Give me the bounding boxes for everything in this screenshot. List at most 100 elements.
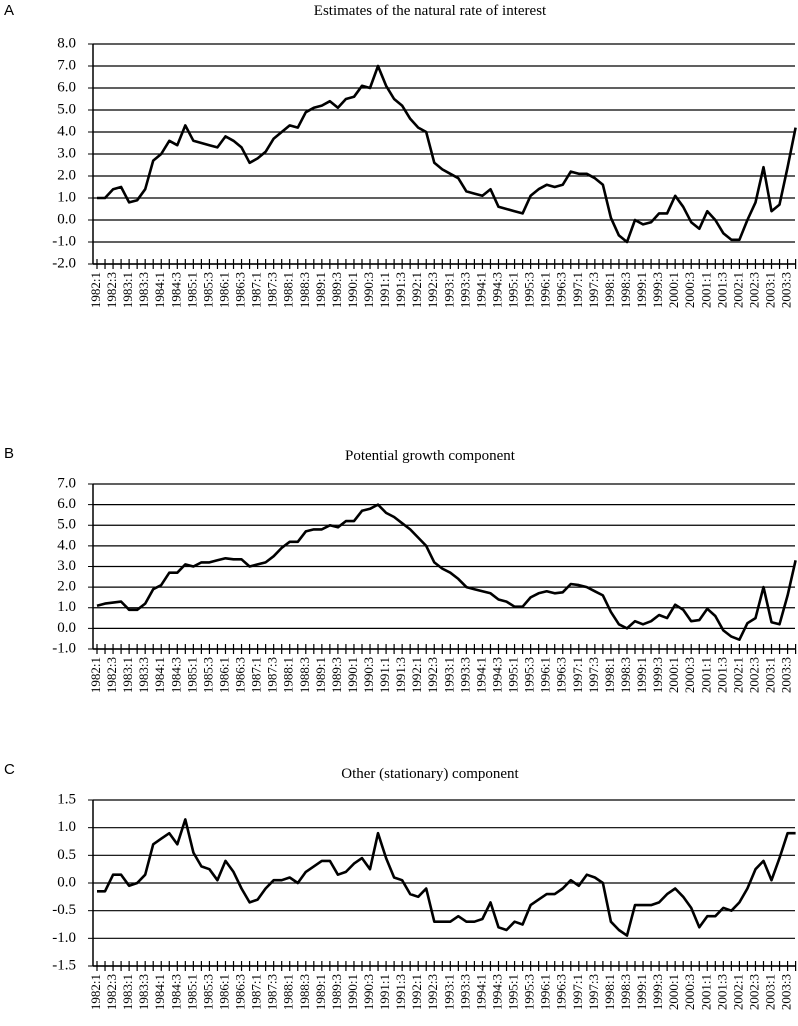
x-tick-label: 1995:3 <box>522 657 537 693</box>
x-tick-label: 1999:3 <box>650 272 665 308</box>
data-line <box>96 503 797 641</box>
x-tick-label: 2002:1 <box>730 974 745 1010</box>
x-tick-label: 1993:1 <box>441 974 456 1010</box>
y-tick-label: 2.0 <box>57 167 76 183</box>
x-tick-label: 1996:1 <box>538 974 553 1010</box>
x-tick-label: 1997:1 <box>570 657 585 693</box>
x-tick-label: 1995:1 <box>506 974 521 1010</box>
x-tick-label: 1997:3 <box>586 272 601 308</box>
x-tick-label: 1997:3 <box>586 657 601 693</box>
x-tick-label: 1985:3 <box>200 272 215 308</box>
x-tick-label: 1982:3 <box>104 272 119 308</box>
x-tick-label: 1999:1 <box>634 272 649 308</box>
x-tick-label: 2001:3 <box>714 657 729 693</box>
x-tick-label: 1982:3 <box>104 974 119 1010</box>
x-tick-label: 2002:3 <box>746 272 761 308</box>
x-tick-label: 1996:1 <box>538 272 553 308</box>
x-tick-label: 1989:3 <box>329 657 344 693</box>
x-tick-label: 1989:1 <box>313 272 328 308</box>
x-tick-label: 1988:1 <box>281 657 296 693</box>
y-tick-label: 4.0 <box>57 537 76 553</box>
x-tick-label: 1987:3 <box>265 974 280 1010</box>
y-tick-label: -1.0 <box>52 930 76 946</box>
x-tick-label: 1983:3 <box>136 974 151 1010</box>
y-tick-label: 1.0 <box>57 189 76 205</box>
x-tick-label: 1991:3 <box>393 974 408 1010</box>
x-tick-label: 1996:3 <box>554 974 569 1010</box>
x-tick-label: 1985:1 <box>184 657 199 693</box>
x-tick-label: 1998:3 <box>618 272 633 308</box>
y-tick-label: 5.0 <box>57 517 76 533</box>
x-tick-label: 2001:3 <box>714 974 729 1010</box>
x-tick-label: 1989:3 <box>329 272 344 308</box>
x-tick-label: 1984:1 <box>152 657 167 693</box>
x-tick-label: 1988:3 <box>297 657 312 693</box>
x-tick-label: 1998:3 <box>618 657 633 693</box>
x-tick-label: 1993:1 <box>441 272 456 308</box>
x-tick-label: 1989:1 <box>313 657 328 693</box>
x-tick-label: 1990:3 <box>361 272 376 308</box>
x-tick-label: 1995:1 <box>506 272 521 308</box>
y-tick-label: 6.0 <box>57 79 76 95</box>
x-tick-label: 1998:1 <box>602 657 617 693</box>
x-tick-label: 1998:1 <box>602 272 617 308</box>
x-tick-label: 1990:1 <box>345 657 360 693</box>
x-tick-label: 1999:1 <box>634 974 649 1010</box>
y-tick-label: 0.0 <box>57 874 76 890</box>
x-tick-label: 1982:1 <box>88 974 103 1010</box>
chart-title: Potential growth component <box>345 448 516 464</box>
x-tick-label: 1997:1 <box>570 272 585 308</box>
x-tick-label: 2000:3 <box>682 272 697 308</box>
x-tick-label: 1988:3 <box>297 272 312 308</box>
x-tick-label: 1991:3 <box>393 272 408 308</box>
x-tick-label: 1998:3 <box>618 974 633 1010</box>
x-tick-label: 1982:3 <box>104 657 119 693</box>
x-tick-label: 2001:1 <box>698 272 713 308</box>
y-tick-label: 2.0 <box>57 579 76 595</box>
x-tick-label: 1986:1 <box>216 974 231 1010</box>
data-line <box>97 818 796 937</box>
x-tick-label: 1986:3 <box>233 974 248 1010</box>
x-tick-label: 1994:1 <box>473 272 488 308</box>
x-tick-label: 2003:1 <box>763 974 778 1010</box>
x-tick-label: 1987:1 <box>249 272 264 308</box>
y-tick-label: 1.5 <box>57 791 76 807</box>
x-tick-label: 2002:1 <box>730 272 745 308</box>
x-tick-label: 2000:1 <box>666 657 681 693</box>
y-tick-label: 0.5 <box>57 847 76 863</box>
x-tick-label: 1996:3 <box>554 272 569 308</box>
y-tick-label: 4.0 <box>57 123 76 139</box>
x-tick-label: 1985:1 <box>184 272 199 308</box>
x-tick-label: 1988:1 <box>281 974 296 1010</box>
x-tick-label: 1988:1 <box>281 272 296 308</box>
x-tick-label: 1986:3 <box>233 272 248 308</box>
x-tick-label: 2001:3 <box>714 272 729 308</box>
x-tick-label: 2003:3 <box>779 657 794 693</box>
x-tick-label: 1995:3 <box>522 272 537 308</box>
x-tick-label: 1985:1 <box>184 974 199 1010</box>
y-tick-label: 1.0 <box>57 819 76 835</box>
x-tick-label: 1986:1 <box>216 272 231 308</box>
x-tick-label: 1982:1 <box>88 272 103 308</box>
x-tick-label: 2000:1 <box>666 974 681 1010</box>
x-tick-label: 1990:1 <box>345 974 360 1010</box>
y-tick-label: -0.5 <box>52 902 76 918</box>
x-tick-label: 1995:3 <box>522 974 537 1010</box>
x-tick-label: 1984:3 <box>168 272 183 308</box>
x-tick-label: 1987:3 <box>265 657 280 693</box>
y-tick-label: 7.0 <box>57 57 76 73</box>
x-tick-label: 1993:3 <box>457 272 472 308</box>
x-tick-label: 1998:1 <box>602 974 617 1010</box>
x-tick-label: 1984:3 <box>168 974 183 1010</box>
x-tick-label: 1993:3 <box>457 657 472 693</box>
x-tick-label: 1983:3 <box>136 272 151 308</box>
x-tick-label: 2001:1 <box>698 657 713 693</box>
x-tick-label: 1994:1 <box>473 657 488 693</box>
x-tick-label: 1997:3 <box>586 974 601 1010</box>
x-tick-label: 1983:3 <box>136 657 151 693</box>
x-tick-label: 1990:3 <box>361 974 376 1010</box>
x-tick-label: 1992:1 <box>409 272 424 308</box>
x-tick-label: 1992:1 <box>409 974 424 1010</box>
x-tick-label: 1993:3 <box>457 974 472 1010</box>
